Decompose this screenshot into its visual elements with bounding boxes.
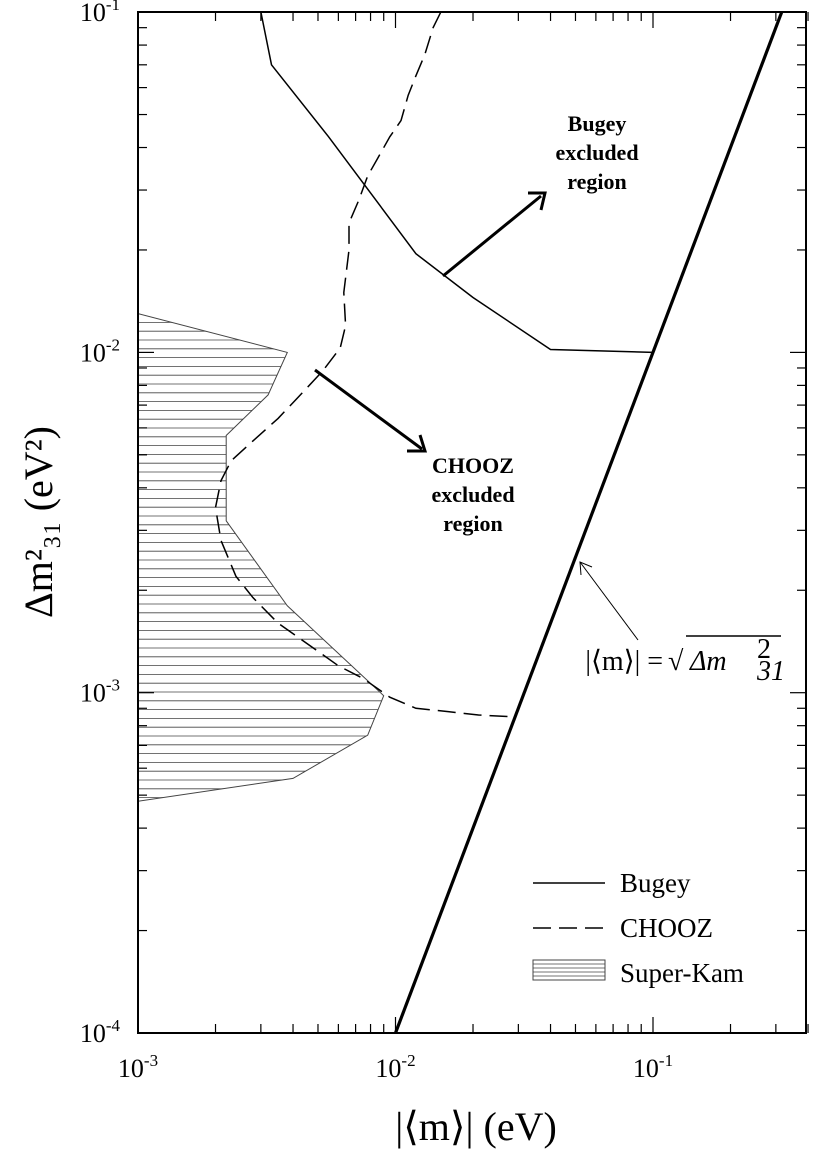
y-tick-label: 10-2 xyxy=(80,335,120,367)
legend-hatch-box xyxy=(532,959,606,981)
series-line-0 xyxy=(260,12,654,354)
plot-frame xyxy=(137,11,807,1034)
chooz-annotation-line3: region xyxy=(443,511,502,536)
formula-lhs: |⟨m⟩| = xyxy=(585,646,663,677)
y-axis-title: Δm²₃₁ (eV²) xyxy=(16,426,61,618)
x-tick-label: 10-2 xyxy=(375,1051,415,1083)
region-outline-superkam xyxy=(138,313,385,802)
bugey-annotation-line3: region xyxy=(567,169,626,194)
legend-label-chooz: CHOOZ xyxy=(620,913,713,943)
chooz-arrowhead xyxy=(407,434,428,453)
x-axis-title: |⟨m⟩| (eV) xyxy=(395,1104,557,1149)
formula-radical: √ xyxy=(668,646,684,677)
bugey-annotation-line1: Bugey xyxy=(568,111,627,136)
chooz-annotation-line1: CHOOZ xyxy=(432,453,514,478)
region-hatch xyxy=(138,313,384,798)
legend-swatch-superkam xyxy=(532,959,606,981)
chooz-annotation: CHOOZ excluded region xyxy=(314,368,515,536)
bugey-arrow xyxy=(442,194,542,278)
formula-pointer xyxy=(579,561,639,641)
legend-label-bugey: Bugey xyxy=(620,868,691,898)
formula-rhs: Δm xyxy=(689,646,727,677)
legend: Bugey CHOOZ Super-Kam xyxy=(532,868,744,988)
formula-sup: 2 xyxy=(757,634,771,665)
ticks xyxy=(137,11,809,1034)
chooz-annotation-line2: excluded xyxy=(431,482,514,507)
y-tick-label: 10-3 xyxy=(80,676,120,708)
y-tick-label: 10-1 xyxy=(80,0,120,27)
bugey-annotation: Bugey excluded region xyxy=(442,111,639,278)
series-line-2 xyxy=(394,12,784,1033)
bugey-arrowhead xyxy=(528,191,547,211)
formula-annotation: |⟨m⟩| = √ Δm 2 31 xyxy=(579,561,785,687)
chooz-arrow xyxy=(314,368,423,451)
x-tick-label: 10-3 xyxy=(118,1051,158,1083)
formula-pointer-head xyxy=(579,561,593,576)
legend-label-superkam: Super-Kam xyxy=(620,958,744,988)
series-line-1 xyxy=(214,12,511,718)
bugey-annotation-line2: excluded xyxy=(555,140,638,165)
tick-labels: 10-3 10-2 10-110-410-310-210-1 xyxy=(80,0,673,1083)
x-tick-label: 10-1 xyxy=(633,1051,673,1083)
y-tick-label: 10-4 xyxy=(80,1016,121,1048)
formula-sub: 31 xyxy=(756,656,785,687)
